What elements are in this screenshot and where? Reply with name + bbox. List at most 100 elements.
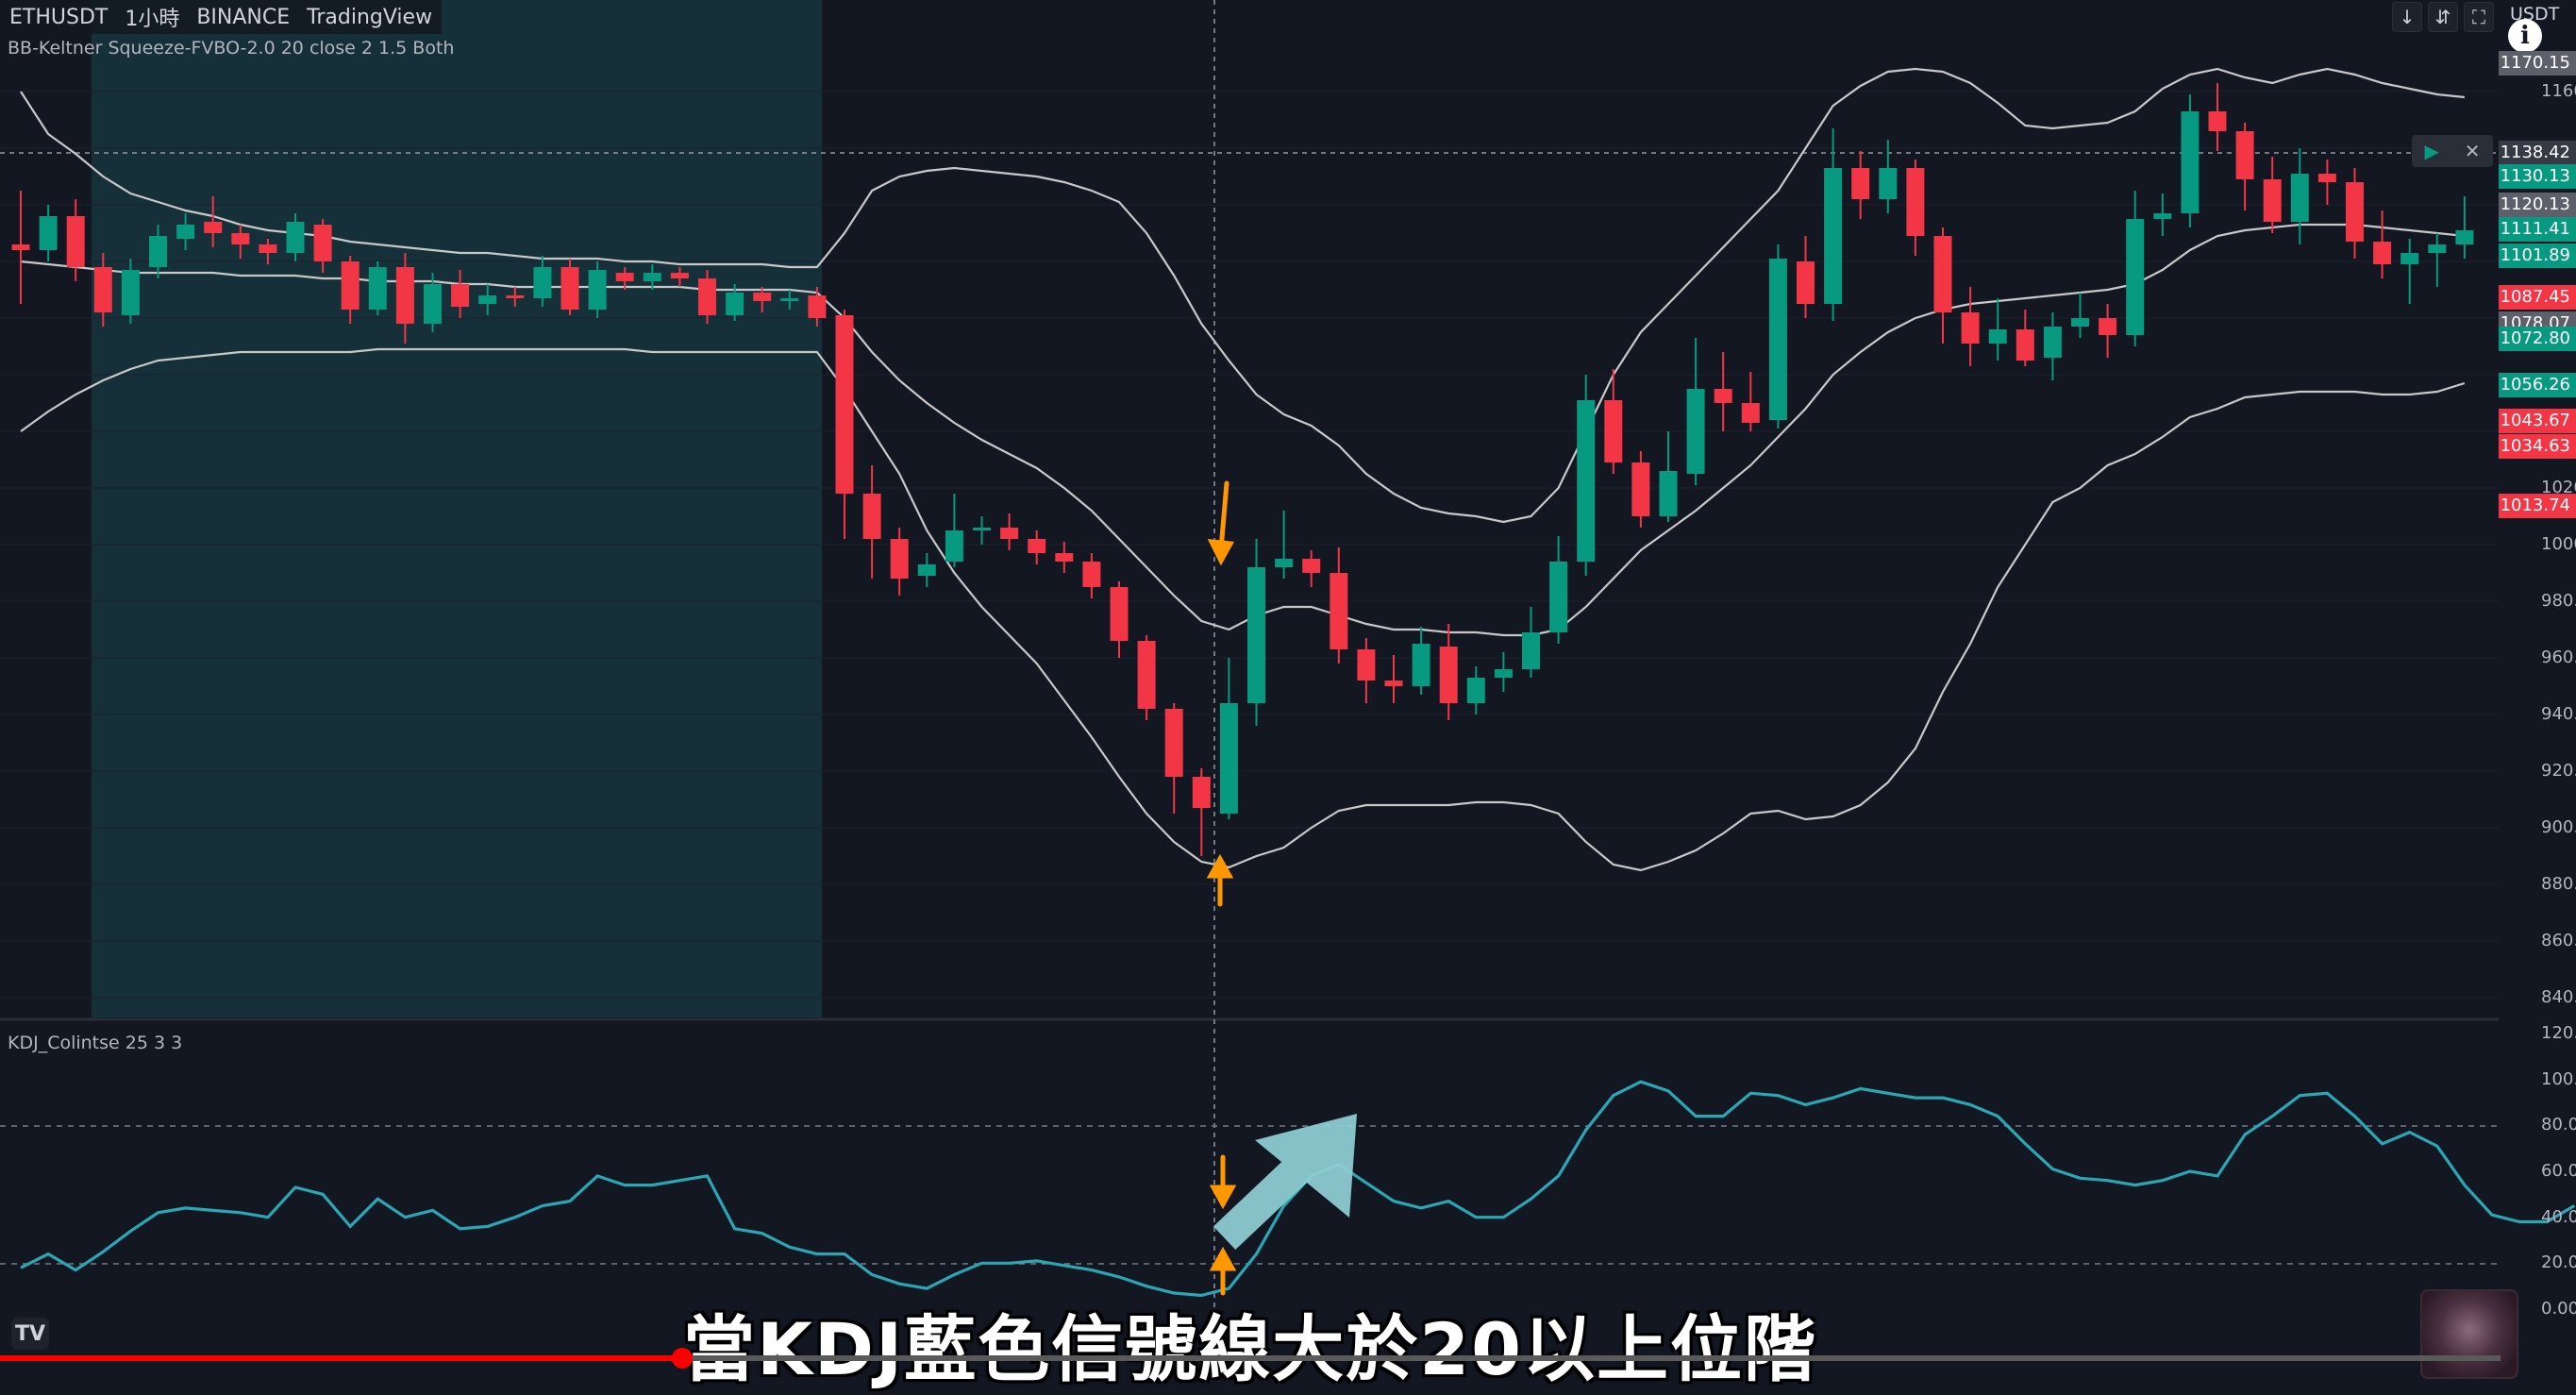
price-axis-label: 940.00 [2541,704,2576,724]
candle-body [643,273,661,281]
price-tag: 1120.13 [2499,192,2576,217]
candle-body [1797,261,1815,304]
candle-body [753,293,772,301]
tradingview-logo-icon[interactable]: TV [11,1318,49,1350]
price-tag: 1034.63 [2499,434,2576,460]
maximize-icon[interactable]: ⛶ [2464,2,2494,32]
candle-body [780,298,799,301]
candle-body [1714,389,1732,403]
progress-scrubber[interactable] [672,1348,694,1369]
candle-body [1412,644,1430,686]
candlesticks [11,83,2474,856]
bb-lower-line [20,347,2466,872]
close-icon[interactable]: ✕ [2464,140,2481,162]
kdj-axis-label: 120.00 [2541,1023,2576,1043]
candle-body [1247,567,1265,703]
kdj-axis-label: 20.00 [2541,1252,2576,1273]
candle-body [917,564,936,576]
candle-body [1906,168,1925,236]
price-tag: 1130.13 [2499,163,2576,189]
candle-body [2071,318,2089,327]
candle-body [424,284,442,324]
price-tag: 1087.45 [2499,284,2576,310]
squeeze-highlight-zone [92,0,822,1017]
price-tag: 1111.41 [2499,216,2576,242]
candle-body [93,267,112,312]
price-tag: 1056.26 [2499,373,2576,398]
candle-body [176,225,195,239]
candle-body [698,278,716,315]
candle-body [1275,559,1294,567]
price-axis-label: 1000.00 [2541,534,2576,554]
candle-body [615,273,634,281]
candle-body [862,494,881,539]
progress-fill [0,1355,683,1361]
candle-body [506,295,525,298]
candle-body [1824,168,1843,304]
candle-body [1000,528,1019,539]
candle-body [1192,777,1211,808]
candle-body [1466,678,1485,703]
candle-body [313,225,332,261]
channel-avatar[interactable] [2420,1289,2518,1379]
candle-body [890,539,909,579]
candle-body [1549,562,1568,632]
candle-body [39,216,58,250]
candle-body [2373,242,2392,264]
candle-body [2346,182,2364,242]
collapse-icon[interactable]: ⇵ [2428,2,2458,32]
candle-body [395,267,414,324]
candle-body [2317,174,2336,182]
indicator-main-label[interactable]: BB-Keltner Squeeze-FVBO-2.0 20 close 2 1… [8,38,455,59]
price-axis-label: 840.00 [2541,987,2576,1007]
interval-label[interactable]: 1小時 [125,8,180,31]
candle-body [1659,471,1678,516]
bollinger-bands [20,67,2466,872]
candle-body [1851,168,1870,199]
bb-mid-line [20,223,2466,637]
candle-body [1961,312,1980,344]
chart-header[interactable]: ETHUSDT 1小時 BINANCE TradingView [0,0,443,34]
indicator-sub-label[interactable]: KDJ_Colintse 25 3 3 [8,1033,183,1053]
candle-body [2043,327,2062,358]
candle-body [1741,403,1760,423]
candle-body [1357,649,1376,681]
candle-body [2400,253,2419,264]
price-tag: 1138.42 [2499,140,2576,165]
candle-body [11,244,30,250]
price-axis-label: 900.00 [2541,817,2576,837]
candle-body [2181,111,2200,213]
replay-controls[interactable]: ▶ ✕ [2412,135,2493,167]
play-icon[interactable]: ▶ [2424,140,2439,162]
price-axis-label: 1160.00 [2541,81,2576,101]
candle-body [259,244,277,253]
arrow-up-kdj-head [1209,1246,1237,1271]
candle-body [1110,587,1129,641]
video-subtitle: 當KDJ藍色信號線大於20以上位階 [682,1307,1818,1391]
arrow-up-price-head [1206,853,1234,879]
candle-body [1164,709,1183,777]
candle-body [1219,703,1238,814]
candle-body [533,267,552,298]
price-axis-label: 880.00 [2541,874,2576,894]
candle-body [1082,562,1101,587]
candle-body [1028,539,1046,553]
price-axis-label: 1020.00 [2541,478,2576,497]
move-down-icon[interactable]: ↓ [2392,2,2422,32]
info-icon[interactable]: i [2508,19,2542,53]
candle-body [1768,259,1787,420]
price-axis-label: 960.00 [2541,647,2576,667]
candle-body [204,222,223,233]
candle-body [2263,179,2282,222]
candle-body [2428,244,2447,253]
candle-body [231,233,250,244]
candle-body [1384,681,1403,686]
candle-body [1604,400,1623,462]
video-progress-bar[interactable] [0,1348,2501,1369]
candle-body [1988,329,2007,344]
price-tag: 1043.67 [2499,408,2576,433]
candle-body [1686,389,1705,474]
symbol-label[interactable]: ETHUSDT [9,5,109,29]
exchange-label: BINANCE [196,5,291,29]
